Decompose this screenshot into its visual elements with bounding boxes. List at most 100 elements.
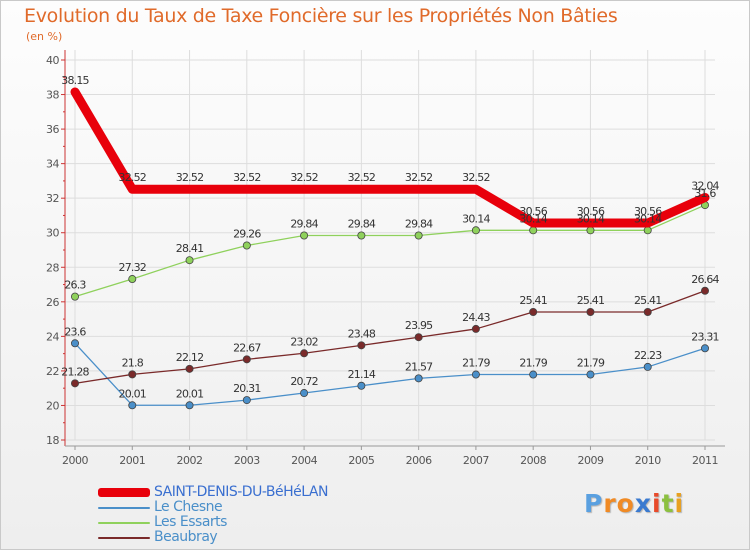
tick-label-x: 2000: [62, 454, 88, 467]
chart-legend: SAINT-DENIS-DU-BéHéLAN Le Chesne Les Essar…: [98, 485, 328, 545]
data-label: 30.14: [634, 212, 662, 225]
data-point: [643, 226, 652, 235]
tick-label-y: 40: [46, 54, 59, 67]
data-point: [71, 379, 80, 388]
data-label: 32.52: [233, 171, 261, 184]
data-point: [242, 396, 251, 405]
legend-item: Le Chesne: [98, 500, 328, 515]
tick-label-x: 2004: [291, 454, 317, 467]
data-label: 32.52: [176, 171, 204, 184]
data-label: 32.52: [348, 171, 376, 184]
data-point: [529, 308, 538, 317]
unit-label: (en %): [26, 30, 63, 43]
data-label: 29.84: [405, 217, 433, 230]
data-label: 22.23: [634, 349, 662, 362]
data-point: [300, 231, 309, 240]
logo-letter: r: [603, 489, 617, 518]
data-point: [701, 286, 710, 295]
data-label: 25.41: [634, 294, 662, 307]
data-label: 22.67: [233, 341, 261, 354]
data-label: 27.32: [119, 261, 147, 274]
tick-label-y: 34: [46, 158, 59, 171]
data-label: 22.12: [176, 351, 204, 364]
data-point: [71, 292, 80, 301]
tick-label-y: 20: [46, 399, 59, 412]
legend-swatch: [98, 536, 150, 539]
logo-letter: P: [584, 489, 604, 518]
data-label: 26.64: [691, 273, 719, 286]
chart-title: Evolution du Taux de Taxe Foncière sur l…: [24, 5, 618, 27]
data-point: [185, 256, 194, 265]
data-label: 31.6: [694, 187, 716, 200]
data-label: 20.31: [233, 382, 261, 395]
tick-label-x: 2010: [635, 454, 661, 467]
data-point: [643, 308, 652, 317]
data-label: 23.02: [290, 335, 318, 348]
data-point: [471, 324, 480, 333]
data-label: 30.14: [462, 212, 490, 225]
series-line: [74, 342, 706, 406]
data-label: 32.52: [462, 171, 490, 184]
tick-label-y: 30: [46, 227, 59, 240]
legend-label: SAINT-DENIS-DU-BéHéLAN: [154, 484, 328, 500]
legend-label: Le Chesne: [154, 499, 223, 515]
tick-label-x: 2005: [348, 454, 374, 467]
data-label: 32.52: [290, 171, 318, 184]
legend-label: Les Essarts: [154, 514, 227, 530]
tick-label-x: 2006: [406, 454, 432, 467]
tick-label-y: 32: [46, 192, 59, 205]
data-label: 28.41: [176, 242, 204, 255]
data-label: 30.56: [634, 205, 662, 218]
logo-letter: t: [661, 489, 675, 518]
data-point: [357, 341, 366, 350]
data-label: 21.57: [405, 360, 433, 373]
series-line: [74, 290, 706, 384]
tick-label-x: 2001: [119, 454, 145, 467]
data-point: [300, 389, 309, 398]
data-label: 23.48: [348, 327, 376, 340]
data-label: 20.01: [176, 387, 204, 400]
data-label: 23.6: [64, 325, 86, 338]
data-point: [701, 344, 710, 353]
data-point: [128, 401, 137, 410]
logo-letter: i: [652, 489, 662, 518]
data-label: 30.14: [577, 212, 605, 225]
data-label: 32.04: [691, 179, 719, 192]
tick-label-x: 2008: [520, 454, 546, 467]
data-point: [586, 226, 595, 235]
data-label: 21.79: [462, 357, 490, 370]
legend-item: Les Essarts: [98, 515, 328, 530]
legend-item: SAINT-DENIS-DU-BéHéLAN: [98, 485, 328, 500]
tick-label-x: 2011: [692, 454, 718, 467]
data-point: [185, 401, 194, 410]
data-point: [414, 374, 423, 383]
data-label: 21.28: [61, 365, 89, 378]
tick-label-x: 2007: [463, 454, 489, 467]
data-label: 21.79: [577, 357, 605, 370]
data-point: [71, 339, 80, 348]
data-label: 29.84: [290, 217, 318, 230]
tick-label-y: 18: [46, 434, 59, 447]
data-point: [414, 333, 423, 342]
data-point: [185, 364, 194, 373]
tick-label-y: 28: [46, 261, 59, 274]
data-label: 32.52: [405, 171, 433, 184]
data-point: [128, 370, 137, 379]
tick-label-x: 2009: [577, 454, 603, 467]
data-label: 38.15: [61, 74, 89, 87]
data-label: 21.79: [519, 357, 547, 370]
data-label: 25.41: [577, 294, 605, 307]
data-label: 20.01: [119, 387, 147, 400]
data-label: 20.72: [290, 375, 318, 388]
data-point: [586, 370, 595, 379]
legend-swatch: [98, 521, 150, 524]
data-point: [529, 370, 538, 379]
logo-letter: x: [634, 489, 652, 518]
data-label: 29.26: [233, 228, 261, 241]
data-point: [471, 370, 480, 379]
data-label: 30.56: [519, 205, 547, 218]
tick-label-y: 24: [46, 330, 59, 343]
data-label: 21.8: [122, 356, 144, 369]
data-label: 23.31: [691, 330, 719, 343]
